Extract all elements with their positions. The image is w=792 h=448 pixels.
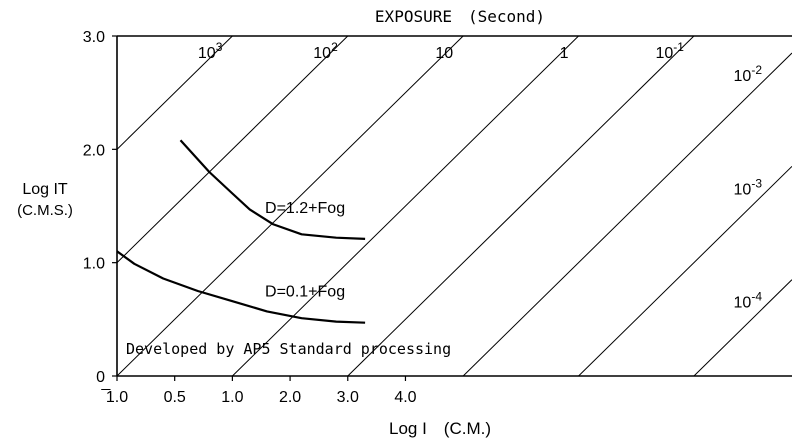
exposure-line-label: 103 — [198, 40, 223, 62]
x-tick-label: ̅1.0 — [101, 388, 128, 406]
series-label: D=0.1+Fog — [265, 284, 345, 301]
processing-annotation: Developed by AP5 Standard processing — [126, 340, 451, 358]
exposure-line — [578, 165, 792, 377]
y-tick-label: 2.0 — [83, 142, 105, 159]
exposure-line-label: 10-3 — [734, 176, 763, 198]
x-tick-label: 0.5 — [164, 389, 186, 406]
y-axis-label-line1: Log IT — [22, 181, 68, 198]
exposure-line-label: 10 — [435, 45, 453, 62]
series-label: D=1.2+Fog — [265, 200, 345, 217]
y-tick-label: 0 — [96, 369, 105, 386]
exposure-line-label: 102 — [313, 40, 338, 62]
exposure-line — [116, 35, 233, 150]
exposure-line-label: 10-1 — [655, 40, 684, 62]
exposure-line — [347, 35, 695, 377]
exposure-line-label: 10-4 — [734, 290, 763, 312]
exposure-line-label: 1 — [560, 45, 569, 62]
series-curve — [116, 250, 366, 324]
x-axis-label: Log I (C.M.) — [389, 419, 491, 438]
x-tick-label: 4.0 — [394, 389, 416, 406]
exposure-line — [116, 35, 464, 377]
x-tick-label: 2.0 — [279, 389, 301, 406]
exposure-line — [462, 52, 792, 377]
y-axis-label-line2: (C.M.S.) — [17, 202, 73, 219]
exposure-line — [693, 279, 792, 377]
series-curve — [179, 139, 366, 240]
x-tick-label: 1.0 — [221, 389, 243, 406]
y-tick-label: 1.0 — [83, 256, 105, 273]
exposure-line-label: 10-2 — [734, 63, 763, 85]
chart-title: EXPOSURE (Second) — [375, 7, 545, 26]
y-tick-label: 3.0 — [83, 29, 105, 46]
x-tick-label: 3.0 — [337, 389, 359, 406]
exposure-line — [232, 35, 579, 377]
exposure-line — [116, 35, 349, 264]
